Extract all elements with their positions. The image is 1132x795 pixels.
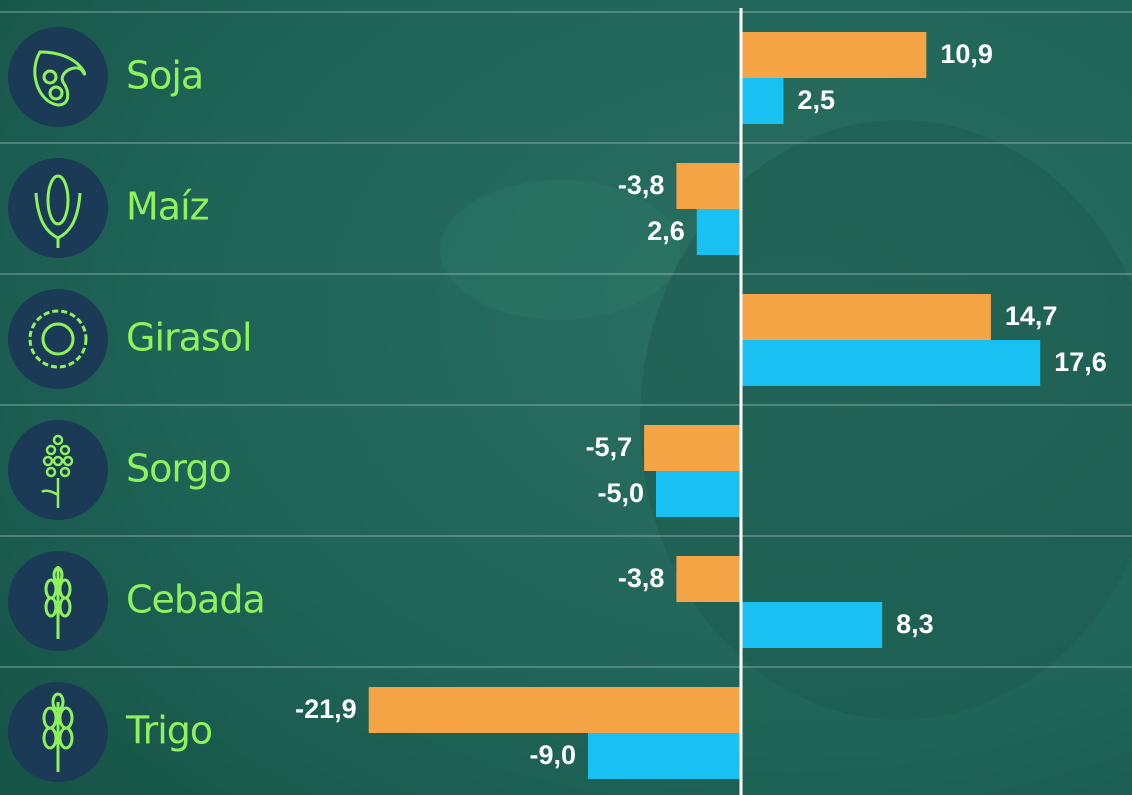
bar <box>741 78 784 124</box>
category-label: Girasol <box>126 316 252 360</box>
value-label: -5,7 <box>586 432 633 462</box>
bar <box>697 209 741 255</box>
category-label: Soja <box>126 54 203 98</box>
bar <box>676 163 741 209</box>
value-label: -9,0 <box>529 740 576 770</box>
category-label: Cebada <box>126 578 265 622</box>
value-label: 8,3 <box>896 609 934 639</box>
category-label: Maíz <box>126 185 209 229</box>
page: Soja Maíz Girasol Sorgo Cebada Trigo <box>0 0 1132 795</box>
bar <box>588 733 741 779</box>
icon-girasol <box>8 289 108 389</box>
value-label: 10,9 <box>940 39 993 69</box>
bar <box>741 340 1040 386</box>
bar <box>741 294 991 340</box>
value-label: 14,7 <box>1005 301 1058 331</box>
value-label: 2,5 <box>798 85 836 115</box>
icon-maiz <box>8 158 108 258</box>
value-label: 2,6 <box>647 216 685 246</box>
bar <box>741 32 926 78</box>
category-label: Trigo <box>125 709 212 753</box>
icon-soja <box>8 27 108 127</box>
icon-sorgo <box>8 420 108 520</box>
bar <box>676 556 741 602</box>
value-label: -3,8 <box>618 170 665 200</box>
background-leaf <box>440 180 680 320</box>
icon-cebada <box>8 551 108 651</box>
bar <box>644 425 741 471</box>
value-label: -3,8 <box>618 563 665 593</box>
value-label: -5,0 <box>597 478 644 508</box>
bar <box>369 687 741 733</box>
value-label: 17,6 <box>1054 347 1107 377</box>
category-label: Sorgo <box>126 447 231 491</box>
value-label: -21,9 <box>295 694 357 724</box>
bar <box>741 602 882 648</box>
chart: Soja Maíz Girasol Sorgo Cebada Trigo <box>0 0 1132 795</box>
icon-trigo <box>8 682 108 782</box>
bar <box>656 471 741 517</box>
